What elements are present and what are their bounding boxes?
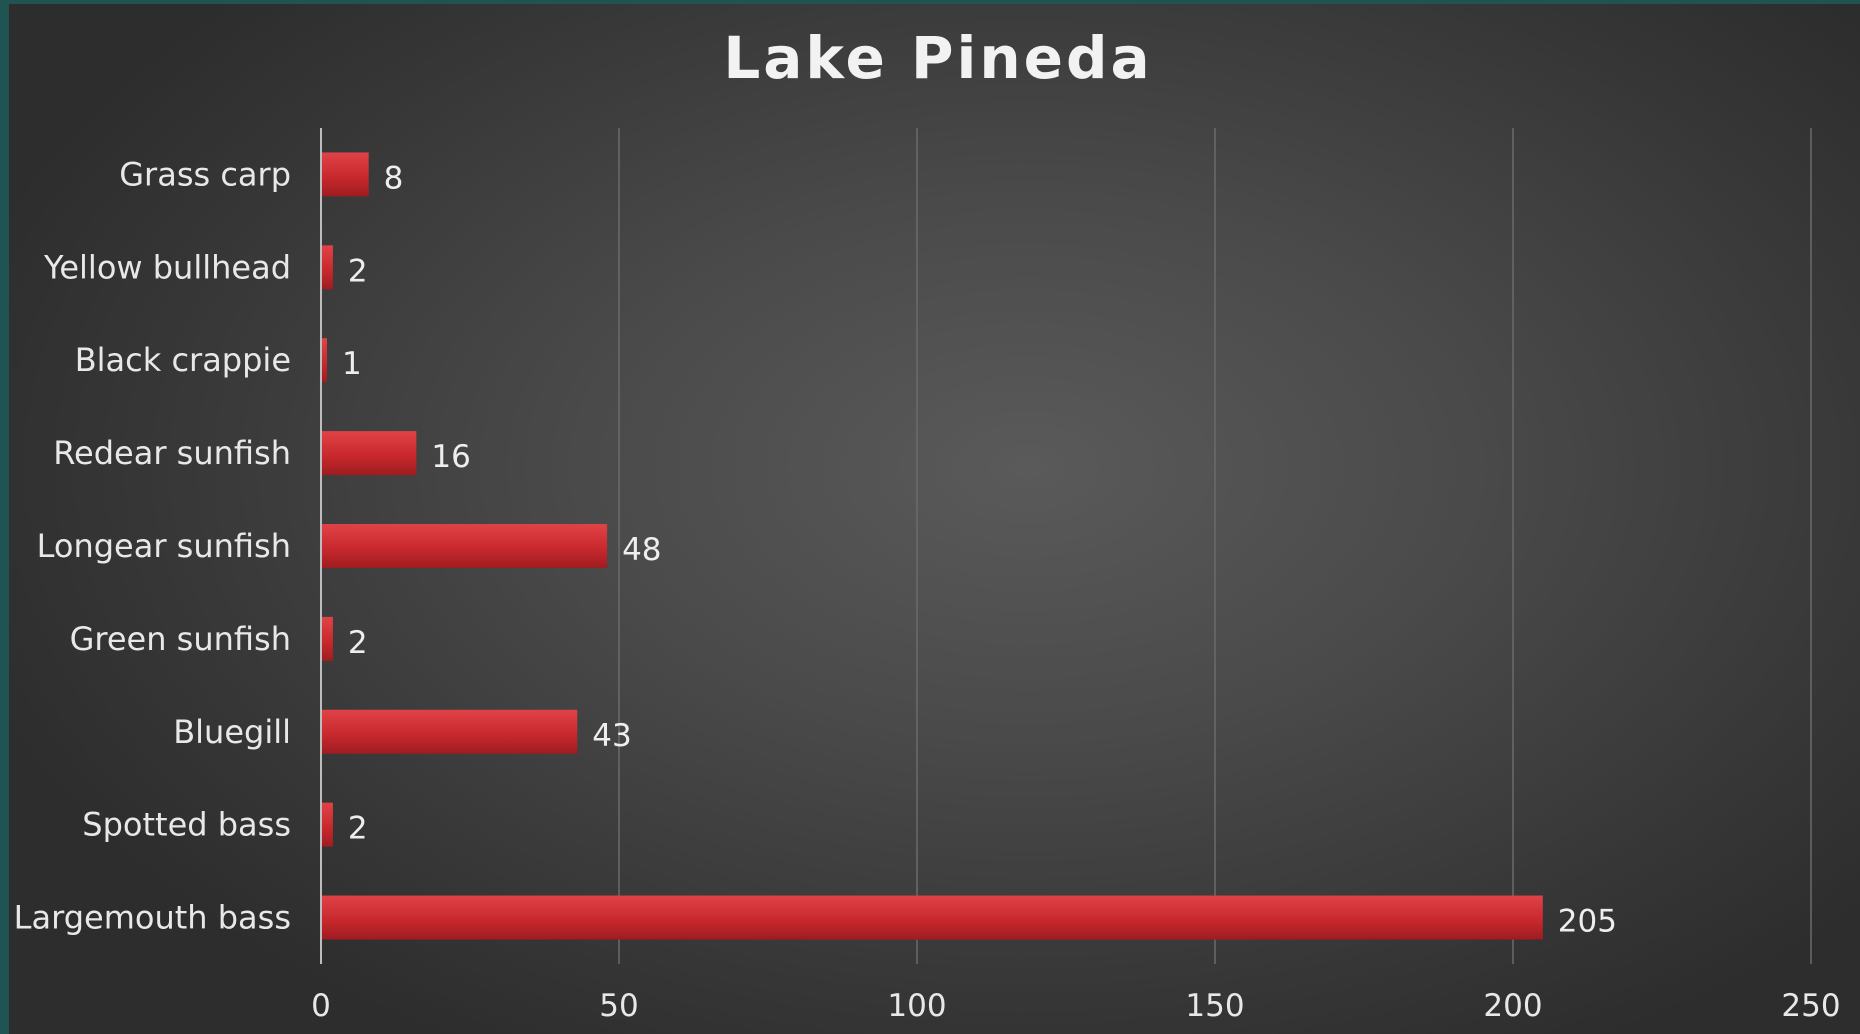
category-label: Spotted bass — [82, 806, 291, 844]
bar — [321, 152, 369, 197]
bar — [321, 431, 417, 476]
x-tick-label: 150 — [1185, 988, 1244, 1024]
bar — [321, 802, 333, 847]
data-label: 48 — [622, 532, 661, 568]
chart-area — [9, 4, 1860, 1034]
bar — [321, 616, 333, 661]
bars — [321, 152, 1543, 940]
x-tick-label: 50 — [599, 988, 638, 1024]
bar — [321, 895, 1543, 940]
data-label: 2 — [348, 253, 368, 289]
chart-title: Lake Pineda — [723, 24, 1152, 92]
category-label: Black crappie — [75, 341, 291, 379]
data-label: 205 — [1558, 904, 1617, 940]
category-label: Longear sunfish — [37, 527, 291, 565]
category-label: Redear sunfish — [53, 434, 291, 472]
data-label: 2 — [348, 811, 368, 847]
category-label: Bluegill — [173, 713, 291, 751]
category-label: Green sunfish — [70, 620, 291, 658]
data-label: 16 — [431, 439, 470, 475]
category-label: Largemouth bass — [14, 899, 291, 937]
x-tick-label: 100 — [887, 988, 946, 1024]
x-tick-label: 0 — [311, 988, 331, 1024]
x-tick-label: 250 — [1781, 988, 1840, 1024]
data-label: 43 — [592, 718, 631, 754]
bar — [321, 524, 608, 568]
data-label: 1 — [342, 346, 362, 382]
category-label: Grass carp — [119, 155, 291, 193]
bar — [321, 338, 327, 383]
gridlines — [618, 128, 1812, 964]
data-label: 2 — [348, 625, 368, 661]
bar — [321, 245, 333, 290]
category-labels: Largemouth bass Spotted bass Bluegill Green… — [14, 155, 291, 936]
bar — [321, 709, 578, 754]
x-axis-tick-labels: 0 50 100 150 200 250 — [311, 988, 1840, 1024]
data-label: 8 — [384, 160, 404, 196]
x-tick-label: 200 — [1483, 988, 1542, 1024]
category-label: Yellow bullhead — [43, 248, 291, 286]
